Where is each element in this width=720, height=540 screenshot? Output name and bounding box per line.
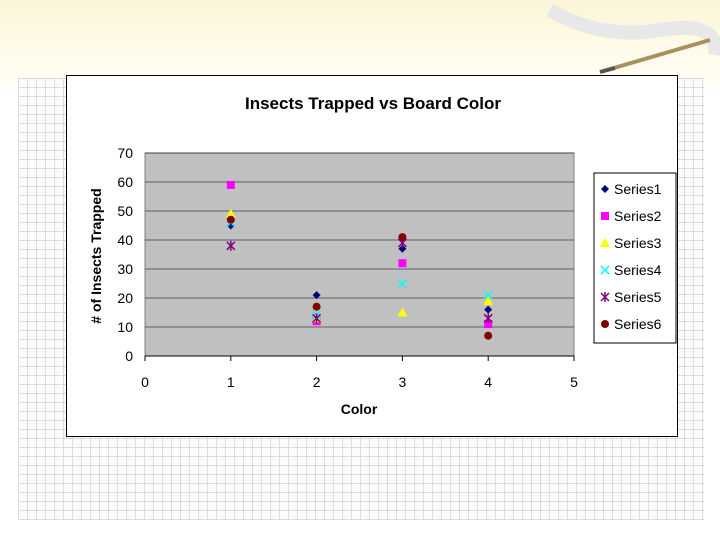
scatter-chart: Insects Trapped vs Board Color 010203040… — [88, 94, 677, 417]
data-point-series5 — [312, 313, 322, 324]
data-point-series4 — [397, 278, 407, 289]
legend-marker-series2 — [601, 212, 609, 220]
data-point-series1 — [484, 305, 493, 314]
legend-label: Series6 — [614, 316, 662, 332]
x-tick-label: 3 — [399, 374, 407, 390]
data-point-series6 — [312, 302, 321, 311]
data-point-series3 — [225, 208, 236, 218]
data-point-series2 — [226, 180, 235, 189]
y-tick-label: 60 — [117, 174, 133, 190]
legend-label: Series3 — [614, 235, 662, 251]
y-tick-label: 20 — [117, 290, 133, 306]
legend: Series1 Series2 Series3 Series4 Series5 Serie… — [600, 181, 662, 332]
legend-marker-series3 — [600, 238, 610, 247]
y-tick-label: 40 — [117, 232, 133, 248]
data-points — [225, 180, 494, 340]
data-point-series6 — [398, 233, 407, 242]
legend-marker-series1 — [601, 185, 609, 193]
data-point-series5 — [226, 240, 236, 251]
plot-area — [144, 152, 575, 357]
legend-box — [593, 172, 677, 344]
chart-title: Insects Trapped vs Board Color — [245, 94, 501, 113]
data-point-series6 — [226, 215, 235, 224]
data-point-series4 — [483, 290, 493, 300]
legend-label: Series4 — [614, 262, 662, 278]
x-axis-ticks: 0 1 2 3 4 5 — [141, 355, 578, 390]
data-point-series3 — [397, 307, 408, 317]
y-tick-label: 30 — [117, 261, 133, 277]
x-tick-label: 1 — [227, 374, 235, 390]
legend-marker-series4 — [600, 265, 610, 275]
y-tick-label: 50 — [117, 203, 133, 219]
x-axis-label: Color — [341, 401, 378, 417]
x-tick-label: 2 — [313, 374, 321, 390]
y-tick-label: 0 — [125, 348, 133, 364]
y-axis-label: # of Insects Trapped — [88, 188, 104, 323]
data-point-series6 — [484, 331, 493, 340]
data-point-series2 — [398, 259, 407, 268]
data-point-series1 — [226, 221, 235, 230]
x-tick-label: 5 — [570, 374, 578, 390]
data-point-series5 — [483, 313, 493, 324]
chart-frame: Insects Trapped vs Board Color 0 10 20 30 40… — [66, 75, 678, 437]
data-point-series1 — [398, 244, 407, 253]
x-tick-label: 4 — [484, 374, 492, 390]
y-tick-label: 70 — [117, 145, 133, 161]
legend-label: Series1 — [614, 181, 662, 197]
x-tick-label: 0 — [141, 374, 149, 390]
legend-marker-series5 — [600, 292, 610, 302]
data-point-series3 — [483, 295, 494, 305]
data-point-series2 — [484, 320, 493, 329]
legend-label: Series5 — [614, 289, 662, 305]
legend-marker-series6 — [601, 320, 609, 328]
pen-decoration — [546, 3, 720, 74]
y-tick-label: 10 — [117, 319, 133, 335]
y-axis-ticks: 0 10 20 30 40 50 60 70 — [117, 145, 133, 364]
data-point-series1 — [312, 291, 321, 300]
legend-label: Series2 — [614, 208, 662, 224]
